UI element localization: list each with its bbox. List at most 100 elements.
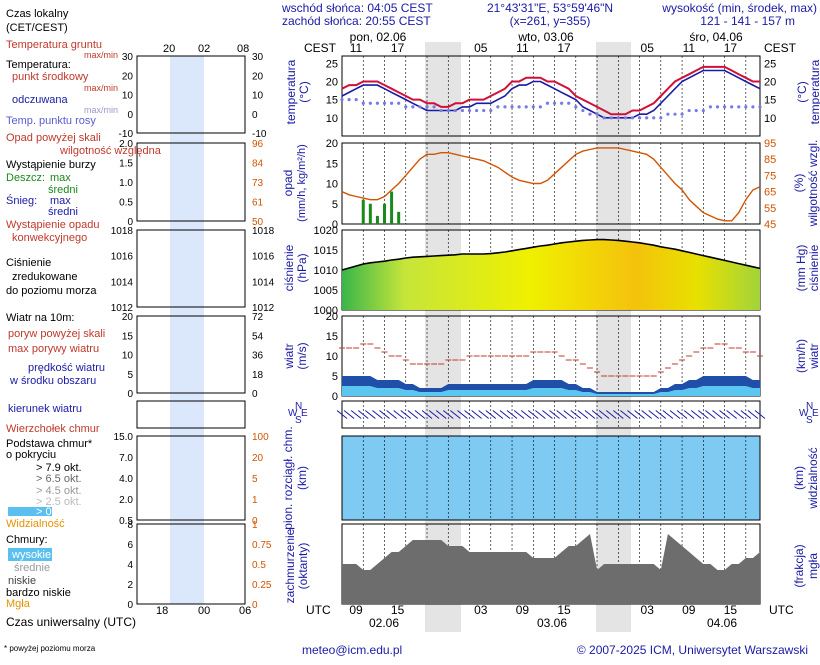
wind-direction-arrow bbox=[549, 410, 560, 419]
legend-rain: Deszcz: bbox=[6, 172, 45, 184]
wind-direction-arrow bbox=[414, 410, 426, 419]
legend-precip-left-tick: 1.5 bbox=[119, 159, 133, 170]
precip-left-tick: 15 bbox=[326, 158, 338, 170]
legend-precip-left-tick: 0.5 bbox=[119, 198, 133, 209]
precip-bar bbox=[383, 203, 387, 224]
bottom-hour-label: 09 bbox=[682, 603, 696, 617]
legend-heavy-precip: Opad powyżej skali bbox=[6, 132, 101, 144]
night-band-1 bbox=[425, 42, 461, 632]
night-band-2 bbox=[596, 42, 631, 632]
cloud-cover-area bbox=[342, 534, 760, 604]
dew-point-dot bbox=[354, 98, 358, 102]
wind-direction-arrow bbox=[754, 410, 766, 419]
dir-right-n: N bbox=[806, 401, 813, 412]
legend-wind-left-tick: 10 bbox=[122, 351, 134, 362]
temp-left-tick: 25 bbox=[326, 58, 338, 70]
precip-bar bbox=[361, 199, 365, 224]
altitude-values: 121 - 141 - 157 m bbox=[700, 14, 795, 28]
legend-cover-title: Chmury: bbox=[6, 534, 48, 546]
wind-left-label: wiatr bbox=[282, 343, 296, 369]
legend-cover-right-tick: 0.75 bbox=[252, 540, 272, 551]
dew-point-dot bbox=[645, 116, 649, 120]
dew-point-dot bbox=[389, 101, 394, 105]
legend-gust-max: max porywy wiatru bbox=[8, 343, 99, 355]
legend-clouds-left-tick: 15.0 bbox=[114, 432, 134, 443]
legend-pressure-right-tick: 1012 bbox=[252, 303, 275, 314]
dew-point-dot bbox=[715, 105, 720, 109]
dir-left-w: W bbox=[288, 408, 298, 419]
legend-wind-left-tick: 5 bbox=[127, 370, 133, 381]
legend-cover-right-tick: 0.5 bbox=[252, 560, 266, 571]
pressure-right-label: ciśnienie bbox=[807, 244, 820, 291]
temp-left-tick: 10 bbox=[326, 113, 338, 125]
legend-clouds-right-tick: 0 bbox=[252, 516, 258, 527]
legend-local-hour-1: 20 bbox=[163, 43, 175, 55]
legend-cover-low: niskie bbox=[8, 575, 36, 587]
wind-direction-arrow bbox=[527, 410, 539, 419]
legend-cloud-base-1: Podstawa chmur* bbox=[6, 438, 93, 450]
legend-pressure-right-tick: 1014 bbox=[252, 277, 275, 288]
legend-clouds-right-tick: 20 bbox=[252, 453, 264, 464]
top-hour-label: 05 bbox=[474, 41, 488, 55]
dir-left-s: S bbox=[295, 415, 302, 426]
wind-direction-arrow bbox=[634, 410, 645, 419]
cover-right-label: mgła bbox=[806, 553, 820, 579]
precip-bar bbox=[375, 215, 379, 224]
top-day-label: pon, 02.06 bbox=[350, 30, 407, 44]
dir-left-n: N bbox=[295, 401, 302, 412]
wind-direction-arrow bbox=[386, 410, 397, 419]
legend-wind-left-tick: 0 bbox=[127, 389, 133, 400]
wind-left-tick: 15 bbox=[326, 331, 338, 343]
legend-precip-frame bbox=[136, 142, 246, 222]
wind-direction-arrow bbox=[492, 410, 504, 419]
dew-point-dot bbox=[382, 101, 387, 105]
wind-direction-arrow bbox=[712, 410, 723, 419]
legend-cover-left-tick: 8 bbox=[127, 520, 133, 531]
legend-wind-title: Wiatr na 10m: bbox=[6, 312, 74, 324]
legend-clouds-frame bbox=[136, 435, 246, 521]
legend-cover-right-tick: 0 bbox=[252, 600, 258, 611]
dew-point-dot bbox=[574, 105, 578, 109]
clouds-right-label: widzialność bbox=[806, 447, 820, 509]
temp-right-unit: (°C) bbox=[795, 81, 809, 102]
wind-direction-arrow bbox=[726, 410, 737, 419]
dew-point-dot bbox=[510, 105, 514, 109]
legend-cloud-o79: > 7.9 okt. bbox=[36, 462, 82, 474]
dew-point-dot bbox=[751, 105, 755, 109]
legend-cloud-o01: > 0.1 okt. bbox=[36, 506, 82, 518]
wind-direction-arrow bbox=[683, 410, 695, 419]
dew-point-dot bbox=[496, 105, 500, 109]
legend-temp-frame bbox=[136, 55, 246, 134]
wind-direction-arrow bbox=[591, 410, 603, 419]
dew-point-dot bbox=[517, 105, 521, 109]
precip-bar bbox=[390, 191, 394, 224]
bottom-hour-label: 15 bbox=[557, 603, 571, 617]
wind-direction-arrow bbox=[627, 410, 638, 419]
legend-precip-right-tick: 50 bbox=[252, 217, 264, 228]
precip-frame bbox=[341, 142, 761, 225]
temp-left-tick: 15 bbox=[326, 95, 338, 107]
legend-precip-right-tick: 96 bbox=[252, 139, 264, 150]
dew-point-dot bbox=[482, 108, 486, 113]
dew-point-dot bbox=[467, 108, 472, 113]
precip-left-tick: 5 bbox=[332, 199, 338, 211]
dew-point-dot bbox=[524, 105, 528, 109]
pressure-left-tick: 1010 bbox=[314, 265, 338, 277]
dew-point-dot bbox=[708, 105, 713, 109]
legend-utc-label: Czas uniwersalny (UTC) bbox=[6, 615, 136, 629]
dew-point-dot bbox=[581, 108, 585, 113]
legend-dir-frame bbox=[136, 400, 246, 429]
humidity-right-tick: 55 bbox=[764, 203, 776, 215]
footer-email[interactable]: meteo@icm.edu.pl bbox=[302, 643, 402, 657]
dew-point-dot bbox=[595, 112, 599, 116]
legend-temp-right-tick: 20 bbox=[252, 71, 264, 82]
precip-right-unit: (%) bbox=[792, 174, 806, 193]
legend-pressure-left-tick: 1018 bbox=[111, 226, 134, 237]
temp-left-label: temperatura bbox=[284, 59, 298, 124]
dew-point-dot bbox=[439, 108, 443, 113]
legend-convective-2: konwekcyjnego bbox=[12, 232, 87, 244]
wind-direction-arrow bbox=[499, 410, 511, 419]
altitude-title: wysokość (min, środek, max) bbox=[661, 1, 817, 15]
dew-point-dot bbox=[489, 108, 493, 113]
legend-cover-vlow: bardzo niskie bbox=[6, 587, 71, 599]
